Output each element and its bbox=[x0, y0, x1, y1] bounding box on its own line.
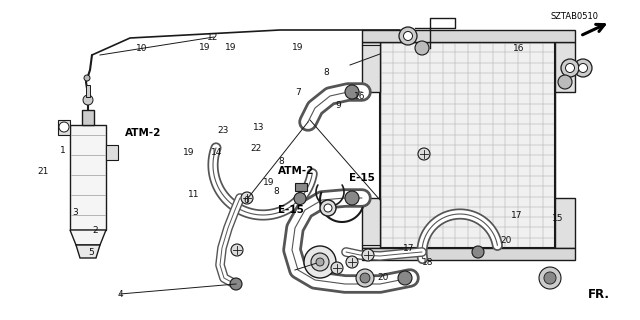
Text: ATM-2: ATM-2 bbox=[278, 166, 315, 176]
Circle shape bbox=[472, 246, 484, 258]
Text: 19: 19 bbox=[183, 148, 195, 157]
Text: 3: 3 bbox=[73, 208, 78, 217]
Bar bbox=[82, 110, 94, 125]
Circle shape bbox=[345, 191, 359, 205]
Polygon shape bbox=[70, 125, 106, 230]
Text: ATM-2: ATM-2 bbox=[125, 128, 161, 138]
Text: 7: 7 bbox=[295, 88, 300, 97]
Text: 17: 17 bbox=[511, 211, 523, 220]
Circle shape bbox=[84, 75, 90, 81]
Circle shape bbox=[294, 193, 306, 204]
Circle shape bbox=[230, 278, 242, 290]
Bar bbox=[362, 248, 575, 260]
Circle shape bbox=[544, 272, 556, 284]
Circle shape bbox=[83, 95, 93, 105]
Text: 12: 12 bbox=[207, 33, 218, 42]
Text: 5: 5 bbox=[88, 248, 93, 257]
Circle shape bbox=[311, 253, 329, 271]
Circle shape bbox=[59, 122, 69, 132]
Circle shape bbox=[561, 59, 579, 77]
Text: 15: 15 bbox=[552, 214, 564, 223]
Polygon shape bbox=[76, 245, 100, 258]
Text: 8: 8 bbox=[324, 68, 329, 76]
Circle shape bbox=[304, 246, 336, 278]
Text: 16: 16 bbox=[354, 92, 365, 100]
Text: 11: 11 bbox=[188, 190, 199, 199]
Circle shape bbox=[566, 63, 575, 73]
Text: 1: 1 bbox=[60, 146, 65, 155]
Text: 19: 19 bbox=[199, 43, 211, 52]
Text: 19: 19 bbox=[292, 43, 303, 52]
Bar bbox=[555, 198, 575, 248]
Polygon shape bbox=[380, 42, 555, 248]
Circle shape bbox=[398, 271, 412, 285]
Circle shape bbox=[539, 267, 561, 289]
Bar bbox=[362, 30, 575, 42]
Bar bbox=[362, 198, 380, 248]
Text: FR.: FR. bbox=[588, 288, 609, 301]
Text: 20: 20 bbox=[377, 273, 388, 282]
Circle shape bbox=[362, 249, 374, 261]
Circle shape bbox=[399, 27, 417, 45]
Circle shape bbox=[574, 59, 592, 77]
Text: 2: 2 bbox=[92, 226, 97, 235]
Circle shape bbox=[356, 269, 374, 287]
Bar bbox=[555, 42, 575, 92]
Text: 19: 19 bbox=[263, 178, 275, 187]
Circle shape bbox=[360, 273, 370, 283]
Circle shape bbox=[415, 41, 429, 55]
Circle shape bbox=[324, 204, 332, 212]
Text: 19: 19 bbox=[225, 43, 236, 52]
Text: 18: 18 bbox=[422, 258, 433, 267]
Text: 6: 6 bbox=[243, 196, 248, 205]
Text: 8: 8 bbox=[279, 157, 284, 166]
Circle shape bbox=[331, 262, 343, 274]
Circle shape bbox=[418, 148, 430, 160]
Text: 8: 8 bbox=[274, 187, 279, 196]
Text: SZTAB0510: SZTAB0510 bbox=[550, 12, 598, 21]
Text: 4: 4 bbox=[118, 290, 123, 299]
Text: 21: 21 bbox=[38, 167, 49, 176]
Text: E-15: E-15 bbox=[278, 204, 304, 215]
Bar bbox=[362, 42, 380, 92]
Text: 20: 20 bbox=[500, 236, 511, 245]
Circle shape bbox=[231, 244, 243, 256]
Text: E-15: E-15 bbox=[349, 172, 374, 183]
Text: 10: 10 bbox=[136, 44, 148, 53]
Text: 9: 9 bbox=[335, 101, 340, 110]
Text: 14: 14 bbox=[211, 148, 222, 157]
Text: 13: 13 bbox=[253, 123, 265, 132]
Text: 23: 23 bbox=[217, 126, 228, 135]
Text: 16: 16 bbox=[513, 44, 524, 53]
Polygon shape bbox=[58, 120, 70, 135]
Circle shape bbox=[403, 31, 413, 41]
Circle shape bbox=[346, 256, 358, 268]
Circle shape bbox=[316, 258, 324, 266]
Circle shape bbox=[345, 85, 359, 99]
Text: 22: 22 bbox=[250, 144, 262, 153]
Bar bbox=[295, 183, 307, 191]
Circle shape bbox=[558, 75, 572, 89]
Circle shape bbox=[320, 200, 336, 216]
Circle shape bbox=[579, 63, 588, 73]
Text: 17: 17 bbox=[403, 244, 414, 252]
Polygon shape bbox=[70, 230, 106, 245]
Circle shape bbox=[241, 192, 253, 204]
Bar bbox=[86, 85, 90, 97]
Polygon shape bbox=[106, 145, 118, 160]
